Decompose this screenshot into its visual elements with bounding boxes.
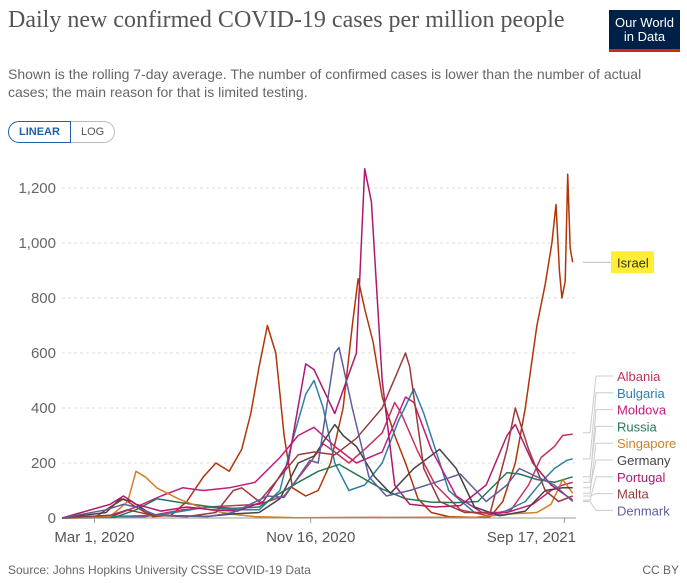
chart-subtitle: Shown is the rolling 7-day average. The … — [8, 66, 642, 100]
y-tick-label: 800 — [31, 290, 56, 307]
scale-toggle: LINEAR LOG — [8, 121, 116, 143]
legend-connector-singapore — [583, 442, 613, 494]
line-chart: 0 200 400 600 800 1,000 1,200 Mar 1, 2020 Nov 16… — [18, 168, 676, 546]
owid-logo[interactable]: Our World in Data — [609, 10, 680, 52]
logo-line-2: in Data — [623, 29, 666, 44]
x-tick-label: Mar 1, 2020 — [54, 529, 134, 546]
series-line-israel[interactable] — [61, 173, 574, 519]
legend-label-albania[interactable]: Albania — [617, 369, 661, 384]
series-line-russia[interactable] — [61, 463, 573, 519]
y-tick-label: 200 — [31, 455, 56, 472]
series-line-singapore[interactable] — [61, 470, 574, 519]
y-tick-label: 600 — [31, 345, 56, 362]
legend-connector-bulgaria — [583, 392, 613, 460]
series-line-denmark[interactable] — [61, 346, 574, 519]
legend-connector-germany — [583, 459, 613, 489]
series-line-malta[interactable] — [61, 352, 573, 519]
legend-connector-denmark — [583, 501, 613, 511]
license-link[interactable]: CC BY — [642, 563, 679, 577]
legend-label-portugal[interactable]: Portugal — [617, 470, 666, 485]
y-tick-label: 1,000 — [18, 235, 56, 252]
chart-title: Daily new confirmed COVID-19 cases per m… — [8, 7, 565, 33]
legend-label-malta[interactable]: Malta — [617, 487, 650, 502]
legend-highlight-box — [611, 251, 654, 274]
log-scale-button[interactable]: LOG — [70, 121, 116, 143]
series-lines — [61, 168, 574, 519]
linear-scale-button[interactable]: LINEAR — [8, 121, 71, 143]
legend-connector-malta — [583, 493, 613, 497]
series-line-portugal[interactable] — [61, 168, 574, 519]
grid-lines — [62, 187, 576, 519]
y-tick-label: 400 — [31, 400, 56, 417]
legend-label-israel[interactable]: Israel — [617, 255, 649, 270]
legend-label-bulgaria[interactable]: Bulgaria — [617, 386, 665, 401]
source-note[interactable]: Source: Johns Hopkins University CSSE CO… — [8, 563, 311, 577]
legend-connector-albania — [583, 375, 613, 434]
x-tick-label: Nov 16, 2020 — [266, 529, 355, 546]
legend-label-russia[interactable]: Russia — [617, 419, 658, 434]
axes: 0 200 400 600 800 1,000 1,200 Mar 1, 2020 Nov 16… — [18, 180, 576, 546]
series-line-bulgaria[interactable] — [61, 379, 573, 519]
legend-label-singapore[interactable]: Singapore — [617, 436, 676, 451]
legend-label-germany[interactable]: Germany — [617, 453, 671, 468]
x-tick-label: Sep 17, 2021 — [487, 529, 576, 546]
legend-connector-portugal — [583, 476, 613, 501]
legend-connector-russia — [583, 425, 613, 478]
legend-label-denmark[interactable]: Denmark — [617, 503, 670, 518]
legend-label-moldova[interactable]: Moldova — [617, 403, 667, 418]
series-line-moldova[interactable] — [61, 396, 573, 519]
logo-line-1: Our World — [615, 15, 674, 30]
y-tick-label: 1,200 — [18, 180, 56, 197]
legend-connector-moldova — [583, 409, 613, 483]
y-tick-label: 0 — [48, 510, 56, 527]
